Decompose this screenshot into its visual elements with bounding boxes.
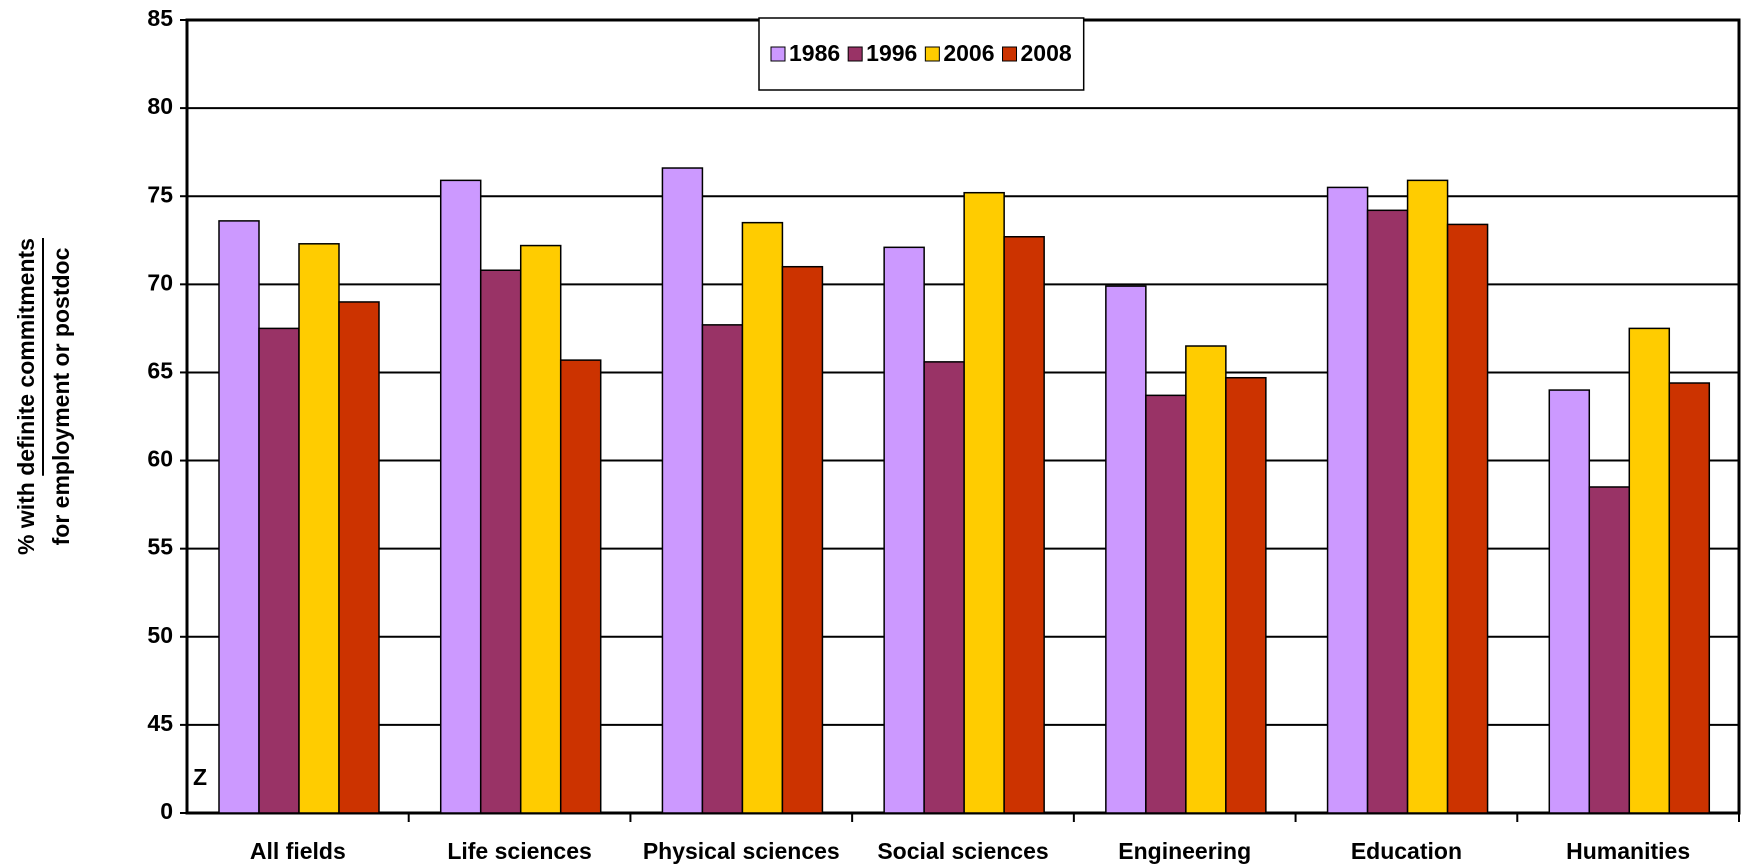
bar — [1145, 394, 1187, 814]
bar — [923, 361, 965, 814]
bar — [559, 359, 602, 814]
y-tick-label: 70 — [147, 269, 173, 295]
axis-break: Z — [193, 764, 207, 790]
x-tick-label: Life sciences — [447, 838, 591, 864]
bar — [298, 243, 340, 814]
y-tick-label: 45 — [147, 710, 173, 736]
y-tick-label: 85 — [147, 5, 173, 31]
x-tick-label: Physical sciences — [643, 838, 840, 864]
bar — [1185, 345, 1227, 814]
legend-label: 1996 — [866, 40, 917, 66]
bar — [1668, 382, 1711, 814]
legend: 1986 1996 2006 2008 — [758, 17, 1085, 91]
y-tick-label: 55 — [147, 534, 173, 560]
bar — [963, 191, 1005, 814]
bar — [701, 324, 744, 814]
y-tick-label: 80 — [147, 93, 173, 119]
bar — [1326, 186, 1369, 814]
legend-box — [758, 17, 1085, 91]
bar — [1406, 179, 1449, 814]
bar — [519, 244, 562, 814]
legend-swatch — [924, 46, 940, 62]
bar — [338, 301, 380, 814]
legend-swatch — [770, 46, 786, 62]
x-tick-label: Engineering — [1118, 838, 1251, 864]
y-label: % with definite commitments for employmen… — [13, 238, 74, 555]
legend-label: 2008 — [1021, 40, 1072, 66]
legend-label: 2006 — [943, 40, 994, 66]
bar — [479, 269, 522, 814]
bar — [1003, 236, 1045, 814]
legend-swatch — [847, 46, 863, 62]
bar — [1588, 486, 1631, 814]
bar — [258, 327, 300, 814]
legend-label: 1986 — [789, 40, 840, 66]
bar — [661, 167, 704, 814]
y-axis-title: % with definite commitments — [13, 238, 39, 555]
bar — [439, 179, 482, 814]
bar — [741, 221, 784, 814]
y-tick-label: 0 — [160, 798, 173, 824]
bar — [218, 220, 260, 814]
legend-swatch — [1002, 46, 1018, 62]
x-tick-label: Humanities — [1566, 838, 1690, 864]
bar — [1548, 389, 1591, 814]
y-axis-title: for employment or postdoc — [48, 247, 74, 545]
bar — [1628, 327, 1671, 814]
bar — [781, 265, 824, 814]
y-tick-label: 65 — [147, 358, 173, 384]
bar — [1366, 209, 1409, 814]
y-tick-label: 75 — [147, 181, 173, 207]
x-tick-label: All fields — [250, 838, 346, 864]
bar — [1105, 285, 1147, 814]
x-tick-label: Education — [1351, 838, 1462, 864]
bar — [1225, 376, 1267, 814]
y-tick-label: 60 — [147, 446, 173, 472]
y-tick-label: 50 — [147, 622, 173, 648]
bar — [883, 246, 925, 814]
x-tick-label: Social sciences — [877, 838, 1048, 864]
bar — [1446, 223, 1489, 814]
